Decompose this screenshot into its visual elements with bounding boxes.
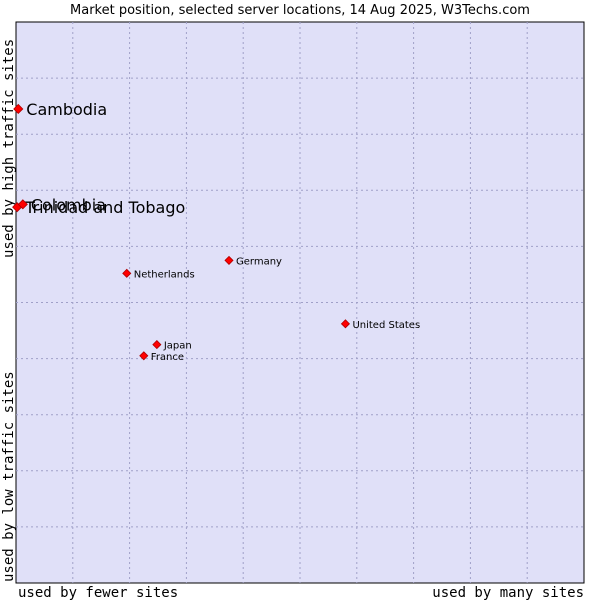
point-marker-united-states <box>340 319 351 329</box>
point-label-trinidad-and-tobago: Trinidad and Tobago <box>24 198 185 217</box>
y-axis-label-bottom: used by low traffic sites <box>1 371 17 582</box>
point-label-japan: Japan <box>163 341 192 352</box>
point-marker-colombia <box>17 199 28 210</box>
point-marker-germany <box>224 255 234 265</box>
point-label-united-states: United States <box>352 320 420 331</box>
chart-title: Market position, selected server locatio… <box>70 3 530 18</box>
y-axis-label-top: used by high traffic sites <box>1 39 17 258</box>
point-marker-france <box>139 351 149 361</box>
point-marker-netherlands <box>122 268 132 278</box>
point-label-cambodia: Cambodia <box>26 100 107 119</box>
point-label-netherlands: Netherlands <box>134 269 195 280</box>
point-marker-cambodia <box>13 103 24 115</box>
point-label-france: France <box>151 352 184 363</box>
x-axis-label-right: used by many sites <box>432 585 584 600</box>
point-label-germany: Germany <box>236 256 282 267</box>
point-label-colombia: Colombia <box>31 195 106 214</box>
point-marker-japan <box>152 340 162 350</box>
x-axis-label-left: used by fewer sites <box>18 585 178 600</box>
grid <box>16 22 584 583</box>
